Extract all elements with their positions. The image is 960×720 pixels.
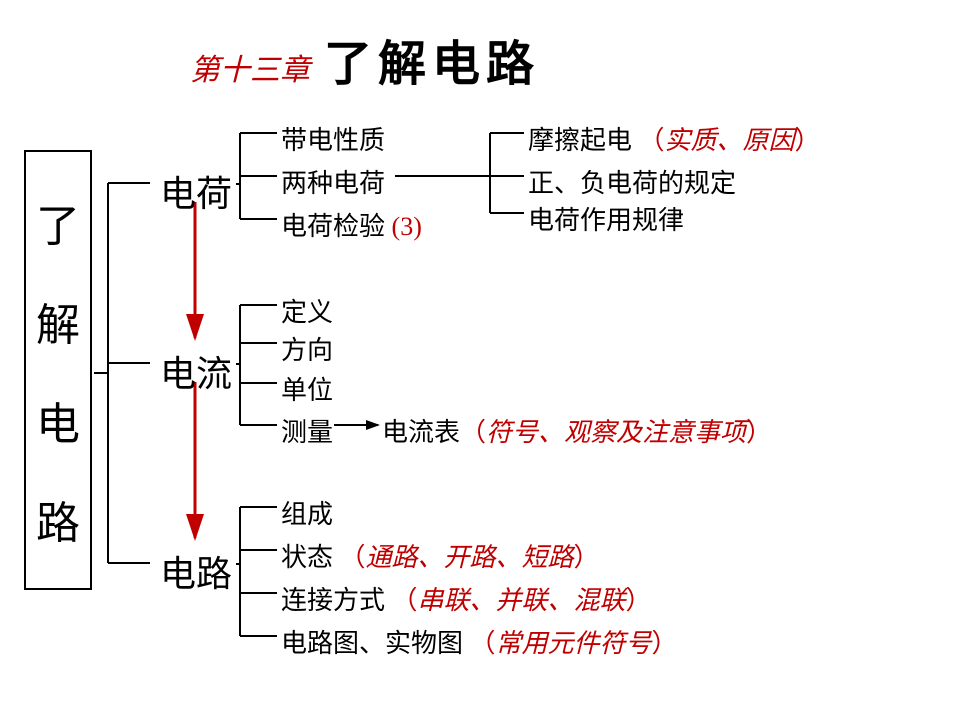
- level2-item: 组成: [281, 494, 333, 531]
- level1-circuit: 电路: [160, 545, 232, 597]
- level2-item: 电荷检验 (3): [281, 206, 422, 243]
- root-char: 电: [36, 388, 80, 452]
- level2-item: 带电性质: [281, 120, 385, 157]
- level2-item: 状态 （通路、开路、短路）: [281, 537, 600, 574]
- chapter-number: 第十三章: [190, 45, 310, 89]
- level2-item: 电路图、实物图 （常用元件符号）: [281, 623, 678, 660]
- level1-current: 电流: [160, 345, 232, 397]
- level3-item: 电荷作用规律: [528, 200, 684, 237]
- root-topic-box: 了 解 电 路: [24, 150, 92, 590]
- root-char: 路: [36, 487, 80, 551]
- level2-item: 测量: [281, 412, 333, 449]
- level2-item: 定义: [281, 292, 333, 329]
- level2-item: 连接方式 （串联、并联、混联）: [281, 580, 652, 617]
- ammeter-label: 电流表（符号、观察及注意事项）: [382, 412, 772, 449]
- level3-item: 正、负电荷的规定: [528, 163, 736, 200]
- page-title: 第十三章 了解电路: [190, 24, 540, 94]
- level2-item: 方向: [281, 330, 333, 367]
- level2-item: 两种电荷: [281, 163, 385, 200]
- level3-item: 摩擦起电 （实质、原因）: [528, 120, 821, 157]
- level2-item: 单位: [281, 370, 333, 407]
- root-char: 了: [36, 190, 80, 254]
- root-char: 解: [36, 289, 80, 353]
- chapter-title: 了解电路: [324, 24, 540, 94]
- level1-charge: 电荷: [160, 165, 232, 217]
